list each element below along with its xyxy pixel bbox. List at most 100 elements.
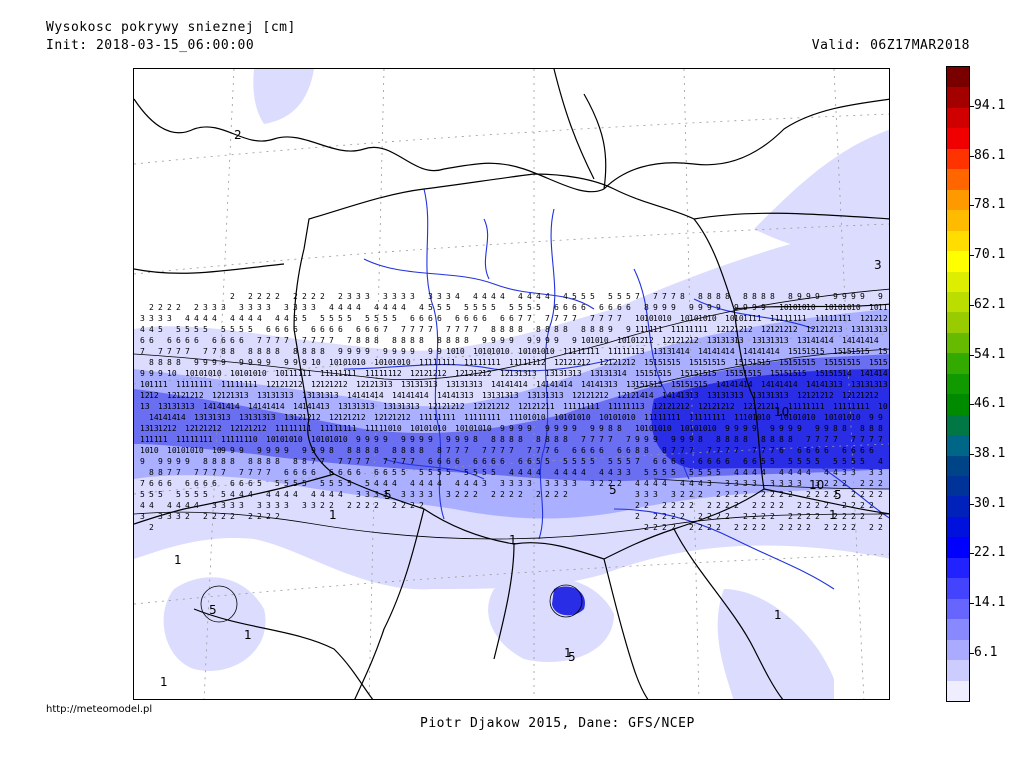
- grid-value: 5: [653, 468, 658, 477]
- grid-value: 10: [608, 413, 618, 422]
- grid-value: 4: [788, 468, 793, 477]
- grid-value: 12: [860, 314, 870, 323]
- grid-value: 8: [167, 358, 172, 367]
- grid-value: 15: [788, 358, 798, 367]
- grid-value: 6: [383, 468, 388, 477]
- grid-value: 13: [707, 391, 717, 400]
- grid-value: 9: [788, 424, 793, 433]
- grid-value: 10: [473, 424, 483, 433]
- grid-value: 10: [491, 347, 501, 356]
- grid-value: 6: [455, 314, 460, 323]
- grid-value: 14: [212, 402, 222, 411]
- colorbar-segment: [947, 578, 969, 600]
- grid-value: 2: [491, 490, 496, 499]
- grid-value: 11: [374, 369, 384, 378]
- grid-value: 4: [518, 292, 523, 301]
- grid-value: 6: [203, 479, 208, 488]
- grid-value: 9: [212, 358, 217, 367]
- grid-value: 10: [329, 435, 339, 444]
- grid-value: 14: [707, 347, 717, 356]
- grid-value: 14: [770, 380, 780, 389]
- grid-value: 3: [212, 303, 217, 312]
- grid-value: 10: [185, 369, 195, 378]
- grid-value: 6: [311, 325, 316, 334]
- grid-value: 2: [797, 501, 802, 510]
- grid-value: 5: [590, 292, 595, 301]
- grid-value: 11: [275, 424, 285, 433]
- grid-value: 7: [302, 336, 307, 345]
- river: [538, 208, 556, 540]
- grid-value: 8: [734, 435, 739, 444]
- grid-value: 12: [644, 336, 654, 345]
- grid-value: 12: [869, 391, 879, 400]
- grid-value: 14: [500, 380, 510, 389]
- grid-value: 9: [743, 424, 748, 433]
- grid-value: 7: [365, 457, 370, 466]
- grid-value: 11: [428, 413, 438, 422]
- grid-value: 4: [644, 479, 649, 488]
- grid-value: 12: [734, 325, 744, 334]
- grid-value: 11: [320, 369, 330, 378]
- grid-value: 6: [302, 468, 307, 477]
- grid-value: 5: [365, 314, 370, 323]
- grid-value: 7: [599, 435, 604, 444]
- grid-value: 15: [707, 369, 717, 378]
- grid-value: 9: [689, 303, 694, 312]
- grid-value: 6: [869, 446, 874, 455]
- grid-value: 2: [311, 292, 316, 301]
- source-url[interactable]: http://meteomodel.pl: [46, 704, 153, 715]
- grid-value: 11: [617, 347, 627, 356]
- grid-value: 3: [284, 303, 289, 312]
- grid-value: 13: [590, 369, 600, 378]
- grid-value: 8: [518, 325, 523, 334]
- grid-value: 13: [878, 325, 888, 334]
- grid-value: 9: [302, 446, 307, 455]
- grid-value: 6: [590, 446, 595, 455]
- grid-value: 6: [563, 303, 568, 312]
- grid-value: 5: [788, 457, 793, 466]
- country-border: [493, 543, 515, 660]
- grid-value: 10: [842, 413, 852, 422]
- grid-value: 2: [347, 501, 352, 510]
- grid-value: 11: [653, 325, 663, 334]
- grid-value: 4: [194, 314, 199, 323]
- grid-value: 12: [473, 369, 483, 378]
- grid-value: 9: [725, 424, 730, 433]
- grid-value: 3: [815, 479, 820, 488]
- grid-value: 6: [293, 325, 298, 334]
- grid-value: 9: [302, 358, 307, 367]
- snow-band-light-ne: [754, 129, 889, 269]
- grid-value: 12: [194, 424, 204, 433]
- grid-value: 14: [392, 391, 402, 400]
- grid-value: 7: [257, 468, 262, 477]
- grid-value: 14: [842, 369, 852, 378]
- colorbar-tick: [970, 404, 974, 406]
- grid-value: 12: [725, 402, 735, 411]
- grid-value: 10: [347, 358, 357, 367]
- grid-value: 11: [329, 369, 339, 378]
- grid-value: 12: [428, 402, 438, 411]
- grid-value: 10: [527, 347, 537, 356]
- grid-value: 7: [608, 314, 613, 323]
- grid-value: 10: [167, 369, 177, 378]
- grid-value: 10: [617, 336, 627, 345]
- grid-value: 10: [356, 358, 366, 367]
- grid-value: 9: [140, 369, 145, 378]
- grid-value: 11: [149, 380, 159, 389]
- grid-value: 6: [338, 468, 343, 477]
- grid-value: 12: [617, 358, 627, 367]
- chart-title: Wysokosc pokrywy snieznej [cm]: [46, 20, 296, 35]
- grid-value: 9: [797, 424, 802, 433]
- grid-value: 9: [572, 424, 577, 433]
- grid-value: 10: [455, 424, 465, 433]
- grid-value: 13: [770, 336, 780, 345]
- grid-value: 5: [239, 325, 244, 334]
- grid-value: 5: [626, 292, 631, 301]
- grid-value: 13: [428, 380, 438, 389]
- grid-value: 2: [860, 512, 865, 521]
- grid-value: 15: [752, 358, 762, 367]
- grid-value: 4: [527, 468, 532, 477]
- grid-value: 2: [149, 523, 154, 532]
- grid-value: 9: [797, 292, 802, 301]
- grid-value: 8: [554, 325, 559, 334]
